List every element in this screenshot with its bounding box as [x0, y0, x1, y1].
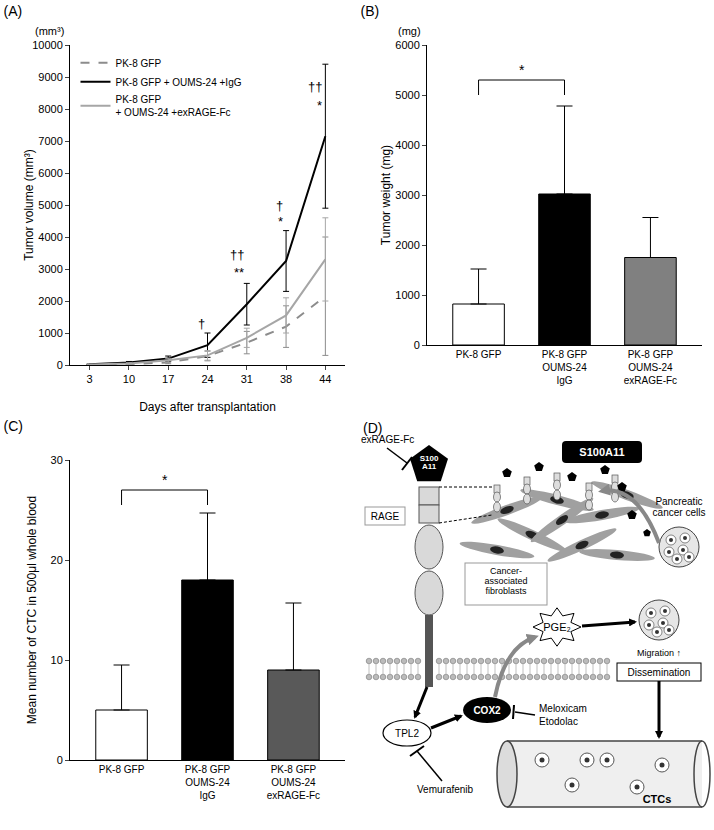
svg-text:PK-8 GFPOUMS-24IgG: PK-8 GFPOUMS-24IgG	[542, 349, 588, 386]
svg-text:PK-8 GFPOUMS-24exRAGE-Fc: PK-8 GFPOUMS-24exRAGE-Fc	[267, 764, 320, 801]
svg-text:1000: 1000	[395, 289, 419, 301]
svg-text:Migration ↑: Migration ↑	[637, 648, 681, 658]
svg-text:24: 24	[201, 373, 213, 385]
svg-text:8000: 8000	[38, 103, 62, 115]
svg-text:PK-8 GFPOUMS-24exRAGE-Fc: PK-8 GFPOUMS-24exRAGE-Fc	[624, 349, 677, 386]
svg-text:5000: 5000	[38, 199, 62, 211]
svg-text:††: ††	[308, 79, 322, 94]
svg-text:(C): (C)	[4, 418, 23, 434]
svg-text:38: 38	[280, 373, 292, 385]
svg-text:0: 0	[57, 359, 63, 371]
svg-text:2000: 2000	[395, 239, 419, 251]
svg-text:9000: 9000	[38, 71, 62, 83]
svg-text:10: 10	[51, 654, 63, 666]
svg-text:PK-8 GFP: PK-8 GFP	[116, 58, 162, 69]
svg-text:5000: 5000	[395, 89, 419, 101]
svg-text:(B): (B)	[361, 3, 380, 19]
svg-text:7000: 7000	[38, 135, 62, 147]
svg-text:(D): (D)	[363, 420, 383, 436]
svg-text:*: *	[317, 98, 322, 113]
svg-text:1000: 1000	[38, 327, 62, 339]
svg-text:PGE₂: PGE₂	[543, 621, 571, 633]
svg-text:†: †	[198, 316, 205, 331]
svg-text:Meloxicam: Meloxicam	[539, 703, 587, 714]
svg-text:PK-8 GFP + OUMS-24 +IgG: PK-8 GFP + OUMS-24 +IgG	[116, 77, 242, 88]
svg-text:Days after transplantation: Days after transplantation	[139, 400, 276, 414]
svg-text:PK-8 GFPOUMS-24IgG: PK-8 GFPOUMS-24IgG	[185, 764, 231, 801]
svg-text:10000: 10000	[32, 39, 63, 51]
svg-text:4000: 4000	[38, 231, 62, 243]
svg-text:Tumor volume (mm³): Tumor volume (mm³)	[22, 149, 36, 261]
svg-text:RAGE: RAGE	[371, 511, 400, 522]
svg-text:44: 44	[319, 373, 331, 385]
svg-text:COX2: COX2	[473, 705, 501, 716]
svg-text:3000: 3000	[395, 189, 419, 201]
svg-text:††: ††	[230, 247, 244, 262]
svg-text:Vemurafenib: Vemurafenib	[417, 784, 474, 795]
svg-text:6000: 6000	[38, 167, 62, 179]
svg-text:3: 3	[87, 373, 93, 385]
svg-text:Pancreaticcancer cells: Pancreaticcancer cells	[653, 496, 706, 518]
svg-text:Tumor weight (mg): Tumor weight (mg)	[379, 145, 393, 245]
svg-text:(mg): (mg)	[398, 25, 421, 37]
svg-text:Mean number of CTC in 500μl wh: Mean number of CTC in 500μl whole blood	[25, 496, 39, 724]
svg-text:**: **	[234, 265, 244, 280]
svg-text:PK-8 GFP: PK-8 GFP	[99, 764, 145, 775]
svg-text:30: 30	[51, 454, 63, 466]
svg-text:6000: 6000	[395, 39, 419, 51]
svg-text:17: 17	[162, 373, 174, 385]
svg-text:Dissemination: Dissemination	[628, 667, 691, 678]
svg-text:3000: 3000	[38, 263, 62, 275]
svg-text:CTCs: CTCs	[643, 793, 672, 805]
svg-text:exRAGE-Fc: exRAGE-Fc	[361, 434, 414, 445]
svg-text:Etodolac: Etodolac	[539, 716, 578, 727]
svg-text:†: †	[276, 198, 283, 213]
svg-text:(mm³): (mm³)	[35, 25, 64, 37]
svg-text:*: *	[519, 62, 525, 78]
svg-text:S100A11: S100A11	[420, 454, 439, 472]
svg-text:0: 0	[414, 339, 420, 351]
svg-text:Cancer-associatedfibroblasts: Cancer-associatedfibroblasts	[484, 566, 527, 596]
svg-text:TPL2: TPL2	[395, 728, 419, 739]
svg-text:PK-8 GFP: PK-8 GFP	[456, 349, 502, 360]
svg-text:*: *	[162, 472, 168, 488]
svg-text:0: 0	[57, 754, 63, 766]
svg-text:*: *	[278, 214, 283, 229]
svg-text:4000: 4000	[395, 139, 419, 151]
svg-text:10: 10	[123, 373, 135, 385]
svg-text:31: 31	[241, 373, 253, 385]
svg-text:(A): (A)	[4, 3, 23, 19]
svg-text:2000: 2000	[38, 295, 62, 307]
svg-text:20: 20	[51, 554, 63, 566]
svg-text:S100A11: S100A11	[579, 446, 624, 458]
svg-text:PK-8 GFP+ OUMS-24 +exRAGE-Fc: PK-8 GFP+ OUMS-24 +exRAGE-Fc	[116, 94, 231, 118]
